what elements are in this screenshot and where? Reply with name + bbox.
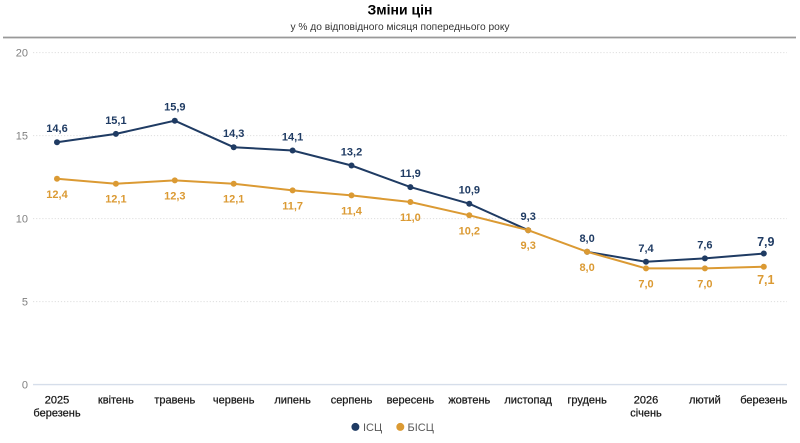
svg-text:11,4: 11,4 [341, 205, 363, 217]
svg-text:12,1: 12,1 [105, 194, 126, 206]
svg-text:8,0: 8,0 [579, 233, 594, 245]
svg-text:БІСЦ: БІСЦ [408, 422, 434, 434]
svg-text:2025: 2025 [45, 395, 69, 407]
svg-text:10,9: 10,9 [459, 185, 480, 197]
svg-text:14,3: 14,3 [223, 128, 244, 140]
svg-text:15,1: 15,1 [105, 115, 126, 127]
svg-text:серпень: серпень [331, 395, 373, 407]
svg-text:8,0: 8,0 [579, 262, 594, 274]
svg-text:7,0: 7,0 [697, 278, 712, 290]
svg-text:2026: 2026 [634, 395, 658, 407]
svg-text:червень: червень [213, 395, 255, 407]
svg-text:12,3: 12,3 [164, 190, 185, 202]
svg-text:7,1: 7,1 [757, 273, 774, 287]
svg-text:20: 20 [16, 48, 28, 60]
svg-text:березень: березень [740, 395, 787, 407]
svg-text:грудень: грудень [567, 395, 607, 407]
svg-text:7,6: 7,6 [697, 239, 712, 251]
svg-text:травень: травень [154, 395, 195, 407]
svg-text:у % до відповідного місяця поп: у % до відповідного місяця попереднього … [290, 22, 510, 33]
svg-text:14,1: 14,1 [282, 132, 303, 144]
svg-text:14,6: 14,6 [46, 123, 67, 135]
svg-text:ІСЦ: ІСЦ [363, 422, 382, 434]
svg-text:11,0: 11,0 [400, 212, 421, 224]
svg-text:вересень: вересень [387, 395, 435, 407]
svg-text:11,9: 11,9 [400, 168, 421, 180]
svg-text:квітень: квітень [98, 395, 134, 407]
svg-text:липень: липень [274, 395, 311, 407]
svg-text:жовтень: жовтень [448, 395, 490, 407]
svg-text:12,4: 12,4 [46, 189, 68, 201]
svg-text:9,3: 9,3 [521, 240, 536, 252]
svg-text:13,2: 13,2 [341, 147, 362, 159]
svg-text:10,2: 10,2 [459, 225, 480, 237]
svg-text:Зміни цін: Зміни цін [368, 2, 433, 18]
svg-text:лютий: лютий [689, 395, 721, 407]
svg-text:12,1: 12,1 [223, 194, 244, 206]
svg-text:0: 0 [22, 380, 28, 392]
svg-text:7,9: 7,9 [757, 235, 774, 249]
svg-text:7,4: 7,4 [638, 243, 654, 255]
svg-text:9,3: 9,3 [521, 211, 536, 223]
svg-text:10: 10 [16, 214, 28, 226]
svg-text:15: 15 [16, 131, 28, 143]
svg-text:15,9: 15,9 [164, 102, 185, 114]
svg-text:7,0: 7,0 [638, 278, 653, 290]
svg-text:березень: березень [33, 408, 80, 420]
svg-text:11,7: 11,7 [282, 200, 303, 212]
svg-text:листопад: листопад [504, 395, 552, 407]
svg-text:січень: січень [630, 408, 662, 420]
svg-text:5: 5 [22, 297, 28, 309]
